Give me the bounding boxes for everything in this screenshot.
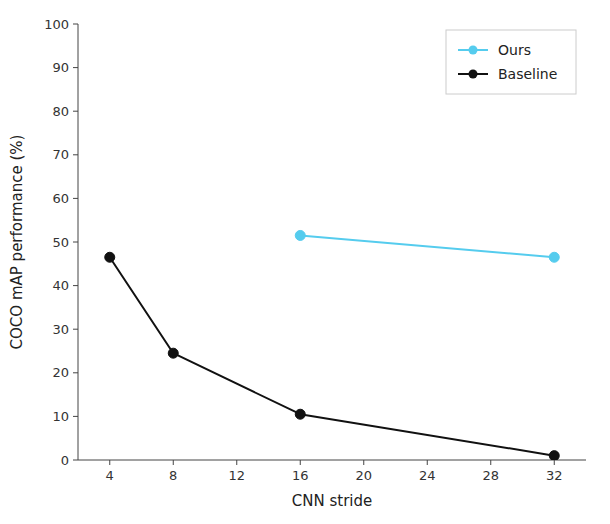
x-tick-label: 24 — [419, 468, 436, 483]
legend-label: Ours — [498, 42, 531, 58]
x-axis-line — [78, 460, 586, 461]
y-tick — [73, 460, 78, 461]
x-tick-label: 32 — [546, 468, 563, 483]
point-marker — [168, 348, 178, 358]
y-tick-label: 30 — [52, 322, 69, 337]
y-tick — [73, 416, 78, 417]
chart: 4 8 12 16 20 24 28 32 0 10 20 30 40 50 60 70 80 90 100 CNN … — [0, 0, 610, 524]
legend-label: Baseline — [498, 66, 557, 82]
x-tick — [300, 460, 301, 465]
point-marker — [105, 252, 115, 262]
y-tick — [73, 329, 78, 330]
y-tick — [73, 198, 78, 199]
x-tick-label: 16 — [292, 468, 309, 483]
y-tick — [73, 67, 78, 68]
x-tick — [554, 460, 555, 465]
y-tick-label: 90 — [52, 60, 69, 75]
x-tick-label: 28 — [482, 468, 499, 483]
y-tick — [73, 154, 78, 155]
y-tick-label: 40 — [52, 278, 69, 293]
y-tick-label: 100 — [44, 17, 69, 32]
legend-box — [446, 30, 576, 94]
chart-container: 4 8 12 16 20 24 28 32 0 10 20 30 40 50 60 70 80 90 100 CNN … — [0, 0, 610, 524]
y-tick-label: 80 — [52, 104, 69, 119]
y-axis-label: COCO mAP performance (%) — [8, 135, 26, 350]
y-tick — [73, 285, 78, 286]
y-tick-label: 60 — [52, 191, 69, 206]
point-marker — [549, 451, 559, 460]
x-tick — [363, 460, 364, 465]
x-tick — [236, 460, 237, 465]
legend-marker — [469, 46, 478, 55]
y-tick — [73, 242, 78, 243]
x-tick-label: 4 — [106, 468, 114, 483]
y-tick-label: 0 — [61, 453, 69, 468]
x-tick — [173, 460, 174, 465]
y-tick-label: 20 — [52, 365, 69, 380]
x-tick-label: 12 — [228, 468, 245, 483]
x-axis-label: CNN stride — [292, 492, 372, 510]
y-tick-label: 10 — [52, 409, 69, 424]
point-marker — [549, 252, 559, 262]
legend-marker — [469, 70, 478, 79]
series — [105, 252, 560, 460]
plot-area — [105, 230, 560, 460]
y-tick — [73, 111, 78, 112]
y-tick-label: 50 — [52, 235, 69, 250]
x-tick — [109, 460, 110, 465]
series-line — [300, 235, 554, 257]
y-tick — [73, 372, 78, 373]
point-marker — [295, 230, 305, 240]
x-tick-label: 20 — [355, 468, 372, 483]
axes: 4 8 12 16 20 24 28 32 0 10 20 30 40 50 60 70 80 90 100 — [44, 17, 586, 484]
x-tick-label: 8 — [169, 468, 177, 483]
x-tick — [427, 460, 428, 465]
legend: Ours Baseline — [446, 30, 576, 94]
y-tick-label: 70 — [52, 147, 69, 162]
x-tick — [490, 460, 491, 465]
series-line — [110, 257, 555, 455]
point-marker — [295, 409, 305, 419]
series — [295, 230, 559, 262]
y-tick — [73, 24, 78, 25]
